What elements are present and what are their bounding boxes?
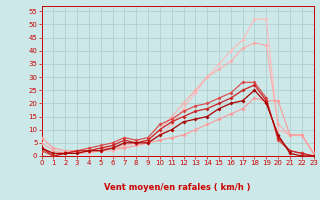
X-axis label: Vent moyen/en rafales ( km/h ): Vent moyen/en rafales ( km/h )	[104, 183, 251, 192]
